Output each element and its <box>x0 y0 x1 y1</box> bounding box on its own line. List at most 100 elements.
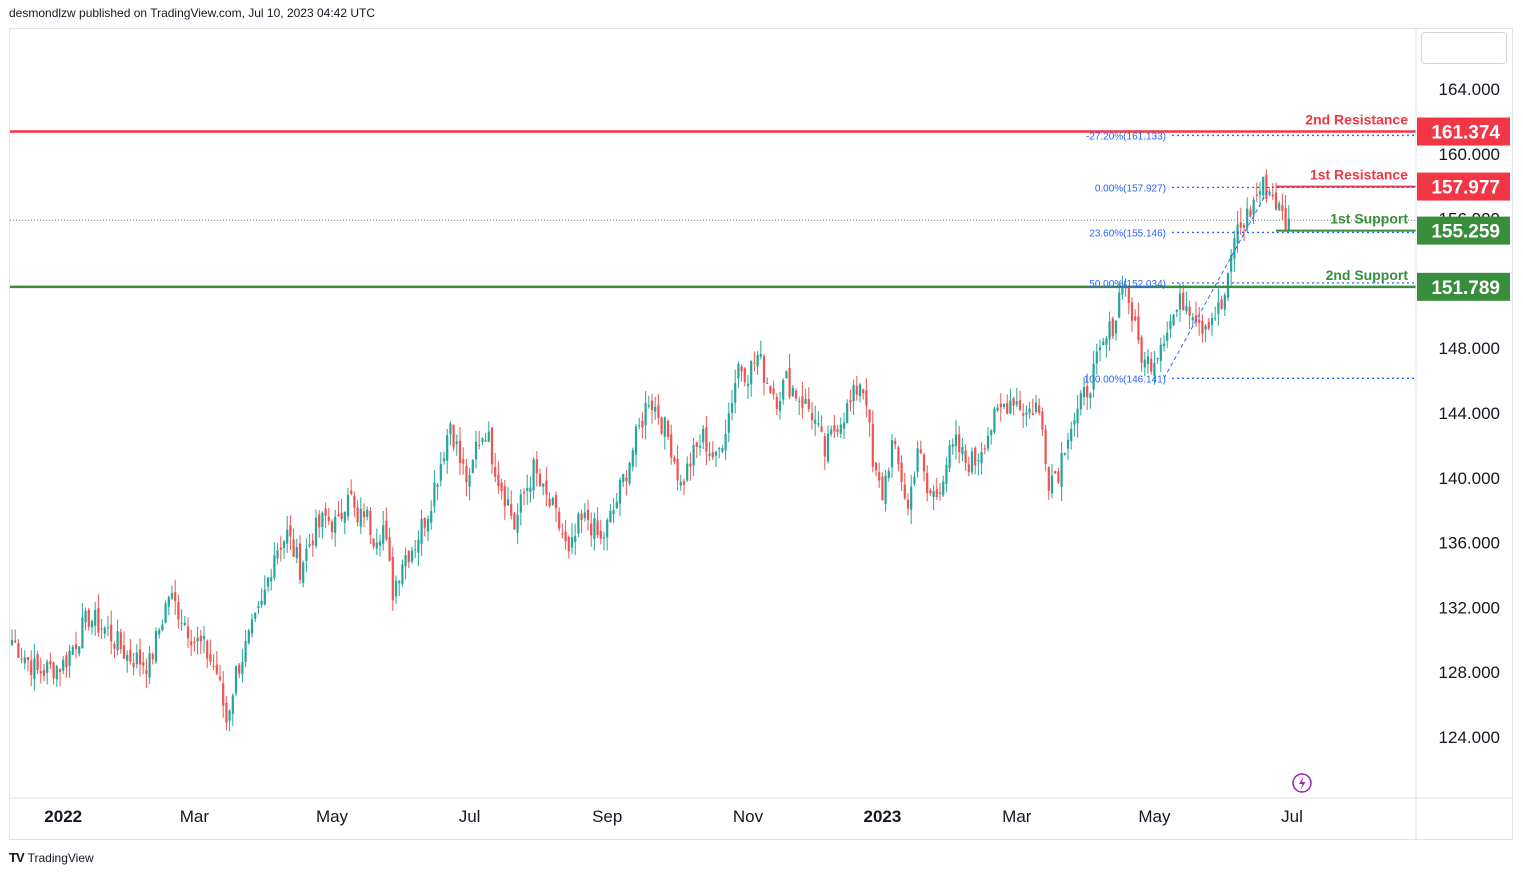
candle-body <box>497 474 500 486</box>
candle-body <box>804 398 807 404</box>
candle-body <box>1284 208 1287 230</box>
candle-body <box>356 507 359 523</box>
candle-body <box>1185 306 1188 312</box>
candle-body <box>596 520 599 536</box>
chart-frame[interactable] <box>9 28 1513 840</box>
candle-body <box>551 498 554 505</box>
candle-body <box>1287 218 1290 230</box>
candle-body <box>71 646 74 655</box>
fib-level-label: 50.00%(152.034) <box>1089 279 1166 290</box>
candle-body <box>1057 471 1060 483</box>
candle-body <box>122 645 126 659</box>
candle-body <box>820 426 823 432</box>
candle-body <box>740 366 743 372</box>
candle-body <box>436 484 439 487</box>
candle-body <box>222 683 225 706</box>
price-tick-label: 140.000 <box>1439 469 1500 488</box>
candle-body <box>1022 413 1025 416</box>
candle-body <box>1089 393 1092 399</box>
candle-body <box>1044 429 1047 465</box>
candle-body <box>462 459 465 464</box>
candle-body <box>455 441 458 444</box>
candle-body <box>1086 386 1089 398</box>
candle-body <box>1063 453 1066 455</box>
candle-body <box>1134 316 1137 321</box>
candle-body <box>1108 321 1111 340</box>
candle-body <box>1066 439 1070 449</box>
candle-body <box>554 494 558 509</box>
lightning-icon[interactable] <box>1292 773 1312 793</box>
candle-body <box>481 438 484 443</box>
candle-body <box>679 481 682 486</box>
price-tick-label: 160.000 <box>1439 145 1500 164</box>
candle-body <box>375 542 378 549</box>
candle-body <box>919 449 922 454</box>
time-tick-label: May <box>316 807 349 826</box>
candle-body <box>1191 316 1194 321</box>
candle-body <box>318 514 321 528</box>
candle-body <box>1217 302 1220 314</box>
candle-body <box>145 670 148 674</box>
candle-body <box>398 581 401 584</box>
candle-body <box>42 669 46 676</box>
level-label-resistance: 1st Resistance <box>1310 167 1408 183</box>
candle-body <box>871 423 874 467</box>
candle-body <box>826 433 830 462</box>
candle-body <box>999 403 1002 408</box>
candle-body <box>705 427 708 452</box>
candle-body <box>823 436 826 457</box>
candle-body <box>388 537 391 561</box>
candle-body <box>772 388 775 395</box>
candle-body <box>583 512 586 519</box>
candle-body <box>910 486 913 510</box>
price-scale-settings-box[interactable] <box>1421 32 1507 64</box>
price-badge-text: 151.789 <box>1431 278 1500 299</box>
price-tick-label: 128.000 <box>1439 663 1500 682</box>
candle-body <box>420 518 423 544</box>
candle-body <box>986 435 990 449</box>
candle-body <box>490 427 494 465</box>
candle-body <box>574 536 577 542</box>
candle-body <box>900 462 903 483</box>
candle-body <box>714 451 718 456</box>
candle-body <box>961 446 964 455</box>
price-badge-resistance <box>1417 172 1510 201</box>
candle-body <box>830 429 833 434</box>
candle-body <box>116 631 119 651</box>
candle-body <box>884 475 887 505</box>
candle-body <box>846 403 849 424</box>
candle-body <box>353 495 356 508</box>
candle-body <box>298 543 302 580</box>
candle-body <box>1204 325 1207 330</box>
candle-body <box>177 601 180 620</box>
candle-body <box>993 408 996 433</box>
candle-body <box>666 420 670 437</box>
candle-body <box>698 446 702 448</box>
candle-body <box>33 658 36 680</box>
candle-body <box>801 396 804 408</box>
candle-body <box>324 508 327 517</box>
candle-body <box>593 518 596 539</box>
candle-body <box>622 474 625 483</box>
candle-body <box>1124 284 1127 286</box>
candle-body <box>967 464 970 473</box>
candle-body <box>311 540 314 546</box>
levels-layer: 2nd Resistance 1st Resistance 1st Support 2… <box>10 112 1416 289</box>
candle-body <box>30 660 33 676</box>
candle-body <box>36 654 39 670</box>
candle-body <box>1031 413 1034 415</box>
candle-body <box>474 441 478 460</box>
candle-body <box>46 661 49 673</box>
candle-body <box>1140 337 1143 363</box>
level-label-support: 2nd Support <box>1326 267 1409 283</box>
candle-body <box>1223 295 1226 310</box>
candle-body <box>836 429 839 432</box>
fib-level-label: 100.00%(146.141) <box>1084 374 1166 385</box>
candle-body <box>167 596 170 607</box>
candle-body <box>673 457 676 462</box>
candle-body <box>279 547 282 550</box>
candle-body <box>1156 357 1159 359</box>
candle-body <box>1252 199 1255 215</box>
candle-body <box>1073 420 1076 425</box>
